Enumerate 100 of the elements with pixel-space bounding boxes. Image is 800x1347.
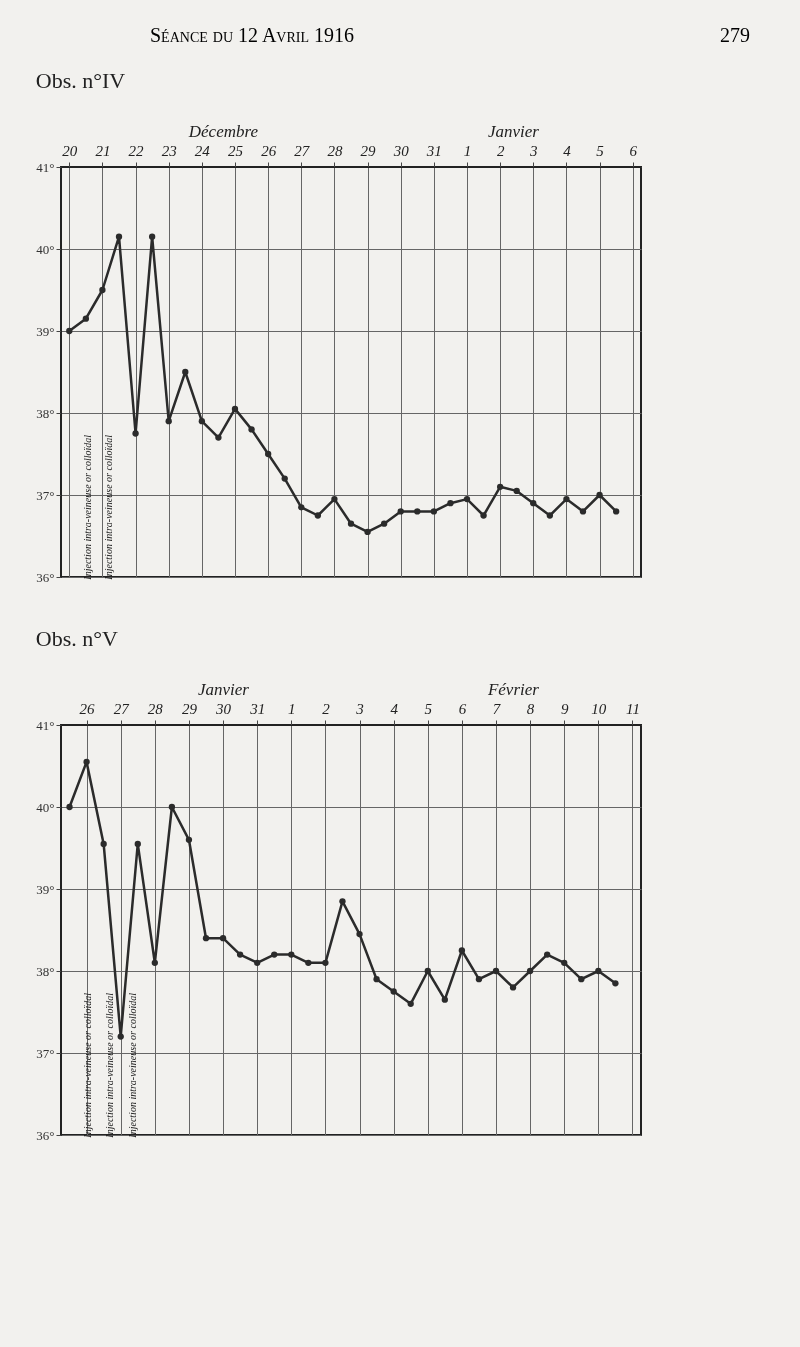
point	[441, 996, 448, 1003]
x-tick-label: 30	[392, 142, 410, 159]
y-tick-label: 40°	[36, 241, 55, 257]
x-tick-label: 1	[288, 700, 296, 717]
point	[281, 475, 288, 482]
point	[185, 836, 193, 843]
point	[202, 935, 210, 942]
chart-title: Obs. n°IV	[35, 68, 126, 93]
point	[414, 508, 421, 515]
text: Décembre	[187, 122, 259, 141]
point	[314, 512, 322, 519]
point	[83, 758, 90, 766]
text: 279	[720, 24, 750, 47]
point	[148, 233, 156, 240]
point	[100, 840, 107, 848]
y-tick-label: 41°	[36, 159, 55, 175]
x-tick-label: 31	[249, 700, 266, 717]
x-tick-label: 4	[390, 700, 399, 717]
point	[339, 898, 346, 905]
point	[117, 1033, 124, 1040]
x-tick-label: 11	[626, 700, 640, 717]
y-tick-label: 37°	[36, 1045, 55, 1061]
x-tick-label: 5	[424, 700, 433, 717]
x-tick-label: 21	[95, 142, 111, 159]
chart-title: Obs. n°V	[35, 626, 119, 651]
text: Séance du 12 Avril 1916	[150, 24, 355, 47]
x-tick-label: 24	[194, 142, 211, 159]
point	[612, 980, 619, 987]
point	[595, 967, 602, 975]
point	[447, 500, 454, 507]
point	[331, 495, 338, 503]
point	[66, 327, 73, 335]
x-tick-label: 10	[591, 700, 607, 717]
x-tick-label: 7	[492, 700, 502, 717]
x-tick-label: 2	[322, 700, 331, 717]
y-tick-label: 38°	[36, 405, 55, 421]
x-tick-label: 25	[228, 142, 244, 159]
point	[151, 959, 158, 966]
x-tick-label: 22	[128, 142, 145, 159]
point	[298, 504, 305, 511]
x-tick-label: 26	[79, 700, 96, 717]
x-tick-label: 1	[463, 142, 472, 159]
point	[463, 495, 471, 503]
point	[526, 967, 534, 975]
point	[458, 947, 466, 954]
x-tick-label: 3	[355, 700, 364, 717]
point	[430, 508, 438, 515]
x-tick-label: 6	[629, 142, 638, 159]
x-tick-label: 29	[181, 700, 198, 717]
point	[198, 418, 206, 425]
point	[254, 959, 261, 966]
point	[612, 508, 620, 515]
x-tick-label: 6	[458, 700, 467, 717]
x-tick-label: 3	[529, 142, 538, 159]
y-tick-label: 41°	[36, 717, 55, 733]
point	[492, 967, 500, 975]
x-tick-label: 20	[62, 142, 78, 159]
x-tick-label: 8	[526, 700, 535, 717]
y-tick-label: 39°	[36, 881, 55, 897]
point	[248, 426, 255, 433]
x-tick-label: 31	[425, 142, 442, 159]
point	[544, 951, 551, 958]
point	[168, 803, 176, 811]
y-tick-label: 36°	[36, 1127, 55, 1143]
point	[563, 495, 570, 503]
point	[596, 491, 603, 499]
point	[66, 803, 73, 811]
x-tick-label: 29	[360, 142, 377, 159]
y-tick-label: 37°	[36, 487, 55, 503]
point	[347, 520, 355, 527]
x-tick-label: 5	[596, 142, 605, 159]
y-tick-label: 39°	[36, 323, 55, 339]
x-tick-label: 9	[560, 700, 569, 717]
point	[99, 286, 106, 294]
x-tick-label: 26	[261, 142, 277, 159]
point	[364, 528, 371, 536]
point	[134, 840, 141, 848]
x-tick-label: 2	[496, 142, 505, 159]
point	[219, 935, 227, 942]
y-tick-label: 36°	[36, 569, 55, 585]
point	[496, 483, 504, 490]
point	[546, 512, 554, 519]
point	[397, 508, 404, 515]
point	[480, 512, 487, 519]
point	[165, 418, 172, 425]
point	[407, 1000, 414, 1007]
y-tick-label: 38°	[36, 963, 55, 979]
text: Février	[486, 680, 540, 699]
point	[380, 520, 388, 527]
point	[271, 951, 278, 958]
point	[115, 233, 123, 240]
text: Janvier	[197, 680, 250, 699]
point	[509, 984, 517, 991]
x-tick-label: 28	[147, 700, 164, 717]
point	[264, 450, 272, 458]
point	[390, 988, 397, 995]
point	[513, 487, 520, 495]
x-tick-label: 27	[113, 700, 131, 717]
x-tick-label: 28	[327, 142, 343, 159]
x-tick-label: 27	[294, 142, 311, 159]
